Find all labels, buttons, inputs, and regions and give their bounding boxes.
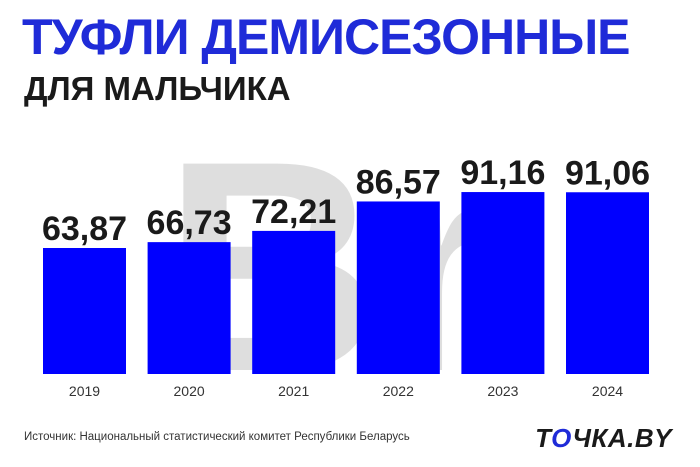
value-label-2023: 91,16 [460, 154, 545, 192]
bar-2019 [43, 248, 126, 374]
x-tick-2024: 2024 [592, 383, 623, 399]
value-label-2020: 66,73 [147, 204, 232, 242]
x-tick-2019: 2019 [69, 383, 100, 399]
chart-title: ТУФЛИ ДЕМИСЕЗОННЫЕ [22, 9, 631, 65]
brand-prefix: Т [535, 423, 552, 453]
bar-2022 [356, 201, 440, 374]
bar-2024 [566, 192, 649, 374]
chart-subtitle: ДЛЯ МАЛЬЧИКА [24, 70, 291, 107]
bar-2021 [252, 230, 336, 374]
bar-2020 [147, 242, 231, 374]
x-tick-2022: 2022 [383, 383, 414, 399]
bar-2023 [461, 192, 545, 374]
value-label-2022: 86,57 [356, 163, 441, 201]
brand-suffix: ЧКА.BY [572, 423, 672, 453]
value-label-2024: 91,06 [565, 154, 650, 192]
value-label-2019: 63,87 [42, 210, 127, 248]
brand-o-letter: О [551, 423, 573, 453]
x-tick-2020: 2020 [174, 383, 205, 399]
x-tick-2023: 2023 [487, 383, 518, 399]
value-label-2021: 72,21 [251, 193, 336, 231]
source-note: Источник: Национальный статистический ко… [24, 431, 410, 443]
x-tick-2021: 2021 [278, 383, 309, 399]
brand-logo: ТОЧКА.BY [535, 423, 672, 454]
